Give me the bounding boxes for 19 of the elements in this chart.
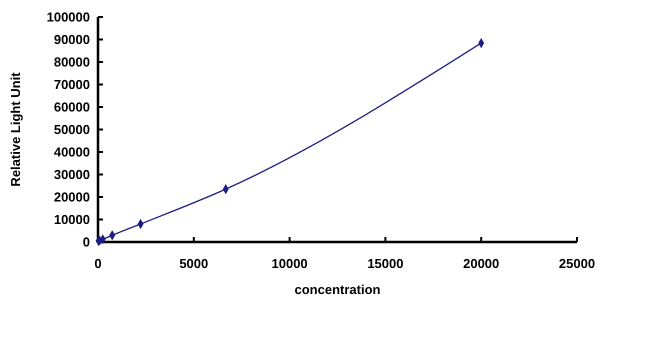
y-tick-label: 50000: [54, 122, 90, 138]
y-tick-label: 40000: [54, 144, 90, 160]
x-tick-label: 25000: [558, 256, 596, 271]
y-tick-label: 20000: [54, 190, 90, 205]
x-axis-title: concentration: [294, 282, 381, 297]
y-tick-label: 70000: [54, 77, 90, 92]
y-tick-label: 80000: [54, 54, 90, 70]
y-tick-label: 60000: [54, 100, 90, 115]
y-tick-label: 30000: [54, 167, 90, 182]
x-tick-label: 15000: [367, 256, 404, 271]
x-tick-label: 20000: [463, 256, 500, 271]
x-tick-label: 10000: [272, 256, 308, 271]
y-tick-label: 90000: [54, 32, 90, 48]
x-tick-label: 5000: [179, 256, 208, 271]
y-tick-label: 100000: [46, 10, 90, 25]
x-tick-label: 0: [94, 256, 102, 271]
y-tick-label: 0: [82, 234, 90, 250]
y-axis-title: Relative Light Unit: [8, 72, 23, 187]
y-tick-label: 10000: [54, 212, 90, 228]
